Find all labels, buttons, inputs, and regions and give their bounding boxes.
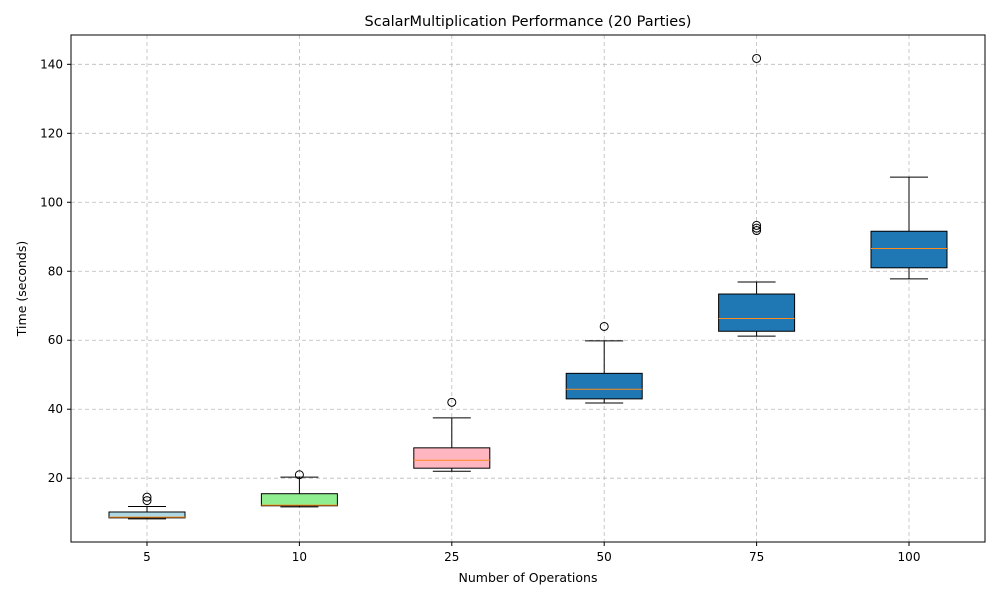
iqr-box <box>413 447 491 469</box>
outlier-point <box>752 53 762 63</box>
outlier-point <box>752 226 762 236</box>
box-10 <box>260 470 338 508</box>
y-tick-label: 120 <box>40 126 63 140</box>
iqr-box <box>260 493 338 507</box>
y-tick-label: 100 <box>40 195 63 209</box>
x-tick-label: 5 <box>143 550 151 564</box>
box-50 <box>565 321 643 404</box>
x-tick-label: 75 <box>749 550 764 564</box>
grid-lines <box>71 35 985 542</box>
y-tick-label: 140 <box>40 57 63 71</box>
x-tick-label: 10 <box>292 550 307 564</box>
x-tick-label: 25 <box>444 550 459 564</box>
y-tick-label: 40 <box>48 402 63 416</box>
y-tick-label: 60 <box>48 333 63 347</box>
outlier-point <box>447 397 457 407</box>
y-axis-label: Time (seconds) <box>14 241 29 337</box>
outlier-point <box>142 492 152 502</box>
x-tick-label: 100 <box>898 550 921 564</box>
iqr-box <box>565 372 643 400</box>
y-tick-label: 80 <box>48 264 63 278</box>
x-tick-label: 50 <box>597 550 612 564</box>
y-axis-ticks: 20 40 60 80 100 120 140 <box>40 57 71 485</box>
outlier-point <box>599 321 609 331</box>
outlier-point <box>142 496 152 506</box>
chart-title: ScalarMultiplication Performance (20 Par… <box>365 14 692 30</box>
box-5 <box>108 492 186 520</box>
outlier-point <box>752 220 762 230</box>
box-25 <box>413 397 491 472</box>
outlier-point <box>294 470 304 480</box>
box-series <box>108 53 948 520</box>
x-axis-label: Number of Operations <box>459 570 598 585</box>
x-axis-ticks: 5 10 25 50 75 100 <box>143 542 920 564</box>
y-tick-label: 20 <box>48 471 63 485</box>
box-100 <box>870 176 948 280</box>
outlier-point <box>752 223 762 233</box>
plot-frame <box>70 34 986 543</box>
iqr-box <box>870 230 948 269</box>
iqr-box <box>718 293 796 332</box>
box-75 <box>718 53 796 337</box>
iqr-box <box>108 511 186 519</box>
